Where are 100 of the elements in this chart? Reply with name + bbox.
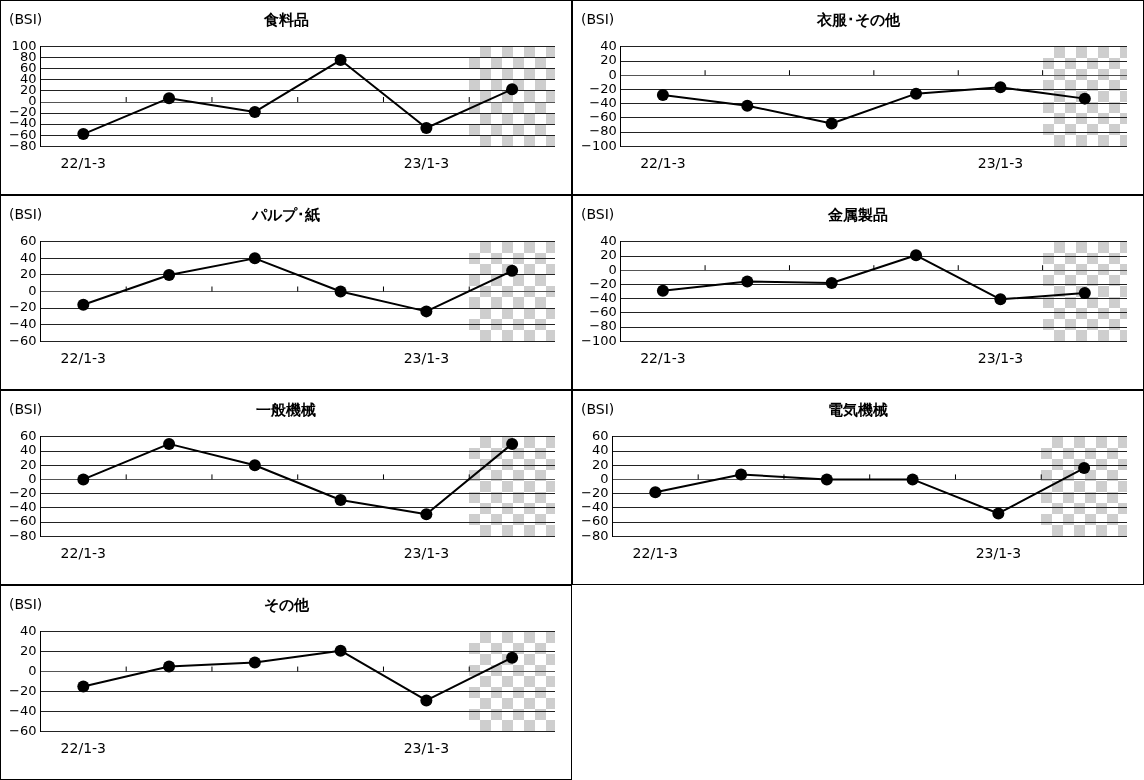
y-tick-label: −60: [9, 722, 37, 738]
y-tick-label: 0: [28, 282, 37, 298]
y-tick-label: 20: [591, 456, 609, 472]
point: [656, 284, 669, 297]
y-tick-label: 0: [28, 470, 37, 486]
point: [420, 121, 433, 134]
point: [649, 486, 662, 499]
y-tick-label: −20: [581, 484, 609, 500]
y-tick-label: 40: [19, 623, 37, 639]
chart-title: 金属製品: [828, 206, 888, 224]
y-tick-label: 60: [19, 233, 37, 249]
point: [1078, 92, 1091, 105]
point: [994, 81, 1007, 94]
x-tick-label: 23/1-3: [977, 155, 1024, 172]
point: [994, 293, 1007, 306]
point: [163, 437, 176, 450]
y-axis-title: (BSI): [9, 596, 43, 612]
x-tick-label: 22/1-3: [60, 545, 107, 562]
y-tick-label: −40: [9, 702, 37, 718]
y-tick-label: 20: [19, 266, 37, 282]
point: [334, 54, 347, 67]
y-tick-label: −80: [589, 123, 617, 139]
y-tick-label: −80: [9, 527, 37, 543]
x-tick-label: 22/1-3: [60, 155, 107, 172]
point: [506, 83, 519, 96]
y-tick-label: −20: [589, 275, 617, 291]
x-tick-label: 22/1-3: [632, 545, 679, 562]
chart-title: 衣服･その他: [816, 11, 900, 29]
x-tick-label: 23/1-3: [403, 350, 450, 367]
y-axis-title: (BSI): [9, 11, 43, 27]
chart-title: その他: [263, 596, 309, 614]
y-tick-label: 40: [600, 38, 617, 54]
x-tick-label: 23/1-3: [403, 155, 450, 172]
x-tick-label: 22/1-3: [60, 740, 107, 757]
point: [163, 268, 176, 281]
point: [910, 249, 923, 262]
point: [420, 694, 433, 707]
point: [741, 275, 754, 288]
y-tick-label: −40: [9, 316, 37, 332]
point: [506, 437, 519, 450]
y-tick-label: 40: [600, 233, 617, 249]
point: [77, 298, 90, 311]
y-tick-label: −100: [580, 332, 617, 348]
point: [248, 252, 261, 265]
point: [334, 493, 347, 506]
point: [163, 660, 176, 673]
chart-title: 一般機械: [256, 401, 316, 419]
y-tick-label: −80: [589, 318, 617, 334]
y-tick-label: 60: [591, 428, 609, 444]
y-axis-title: (BSI): [581, 11, 615, 27]
point: [825, 117, 838, 130]
x-tick-label: 23/1-3: [977, 350, 1024, 367]
y-tick-label: −40: [581, 499, 609, 515]
x-tick-label: 22/1-3: [640, 350, 686, 367]
point: [77, 680, 90, 693]
y-axis-title: (BSI): [9, 206, 43, 222]
y-tick-label: −60: [581, 513, 609, 529]
y-tick-label: −60: [9, 513, 37, 529]
point: [334, 644, 347, 657]
y-tick-label: −20: [9, 682, 37, 698]
x-tick-label: 22/1-3: [640, 155, 686, 172]
point: [506, 651, 519, 664]
y-tick-label: −60: [589, 304, 617, 320]
point: [910, 87, 923, 100]
y-tick-label: −60: [9, 332, 37, 348]
point: [334, 285, 347, 298]
point: [992, 507, 1005, 520]
chart-title: 電気機械: [828, 401, 888, 419]
point: [506, 264, 519, 277]
y-tick-label: 60: [19, 428, 37, 444]
y-tick-label: 40: [19, 249, 37, 265]
point: [163, 92, 176, 105]
y-axis-title: (BSI): [9, 401, 43, 417]
y-tick-label: 0: [608, 261, 617, 277]
point: [1078, 462, 1091, 475]
point: [77, 128, 90, 141]
y-tick-label: −40: [9, 499, 37, 515]
y-tick-label: 40: [19, 442, 37, 458]
point: [825, 276, 838, 289]
point: [248, 656, 261, 669]
y-tick-label: 40: [591, 442, 609, 458]
y-tick-label: 20: [600, 52, 617, 68]
point: [1078, 286, 1091, 299]
y-tick-label: −20: [9, 299, 37, 315]
point: [77, 473, 90, 486]
point: [741, 99, 754, 112]
y-tick-label: −100: [580, 137, 617, 153]
y-tick-label: 20: [600, 247, 617, 263]
y-axis-title: (BSI): [581, 401, 615, 417]
y-tick-label: −20: [589, 80, 617, 96]
point: [820, 473, 833, 486]
y-tick-label: −40: [589, 289, 617, 305]
point: [248, 459, 261, 472]
x-tick-label: 23/1-3: [403, 740, 450, 757]
y-tick-label: 0: [608, 66, 617, 82]
y-axis-title: (BSI): [581, 206, 615, 222]
point: [420, 508, 433, 521]
y-tick-label: 0: [600, 470, 609, 486]
x-tick-label: 23/1-3: [403, 545, 450, 562]
x-tick-label: 23/1-3: [975, 545, 1022, 562]
